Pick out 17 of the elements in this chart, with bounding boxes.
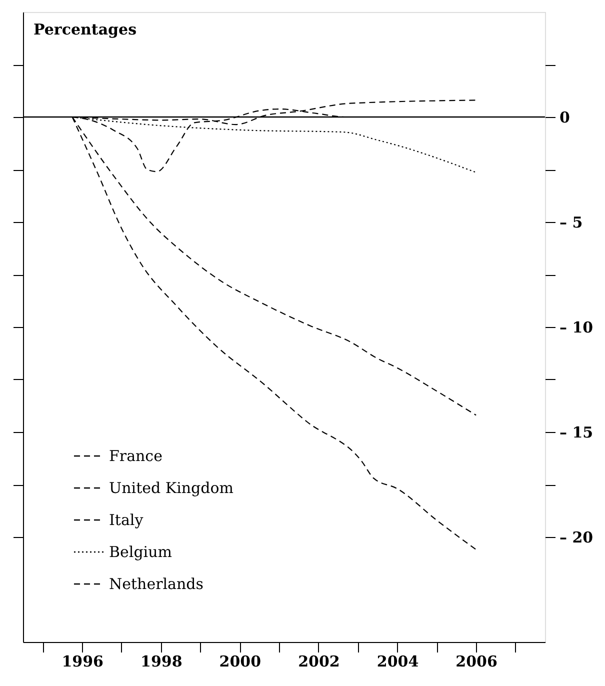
legend-label: Belgium xyxy=(109,543,172,561)
legend-label: Netherlands xyxy=(109,575,204,593)
x-tick-label: 1996 xyxy=(62,652,104,670)
x-tick-label: 1998 xyxy=(140,652,182,670)
y-tick-label: – 10 xyxy=(560,318,594,336)
legend-label: Italy xyxy=(109,511,144,529)
x-tick-label: 2006 xyxy=(456,652,498,670)
y-axis-title: Percentages xyxy=(34,20,137,38)
y-tick-label: – 20 xyxy=(560,528,594,546)
y-tick-label: – 5 xyxy=(560,214,583,232)
y-tick-label: 0 xyxy=(560,108,570,126)
y-tick-label: – 15 xyxy=(560,424,594,442)
x-tick-label: 2000 xyxy=(219,652,262,670)
legend-label: France xyxy=(109,447,163,465)
x-tick-label: 2004 xyxy=(376,652,419,670)
legend-label: United Kingdom xyxy=(109,479,234,497)
x-tick-label: 2002 xyxy=(298,652,340,670)
